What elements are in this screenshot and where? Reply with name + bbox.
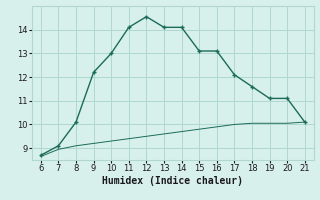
X-axis label: Humidex (Indice chaleur): Humidex (Indice chaleur) <box>102 176 243 186</box>
